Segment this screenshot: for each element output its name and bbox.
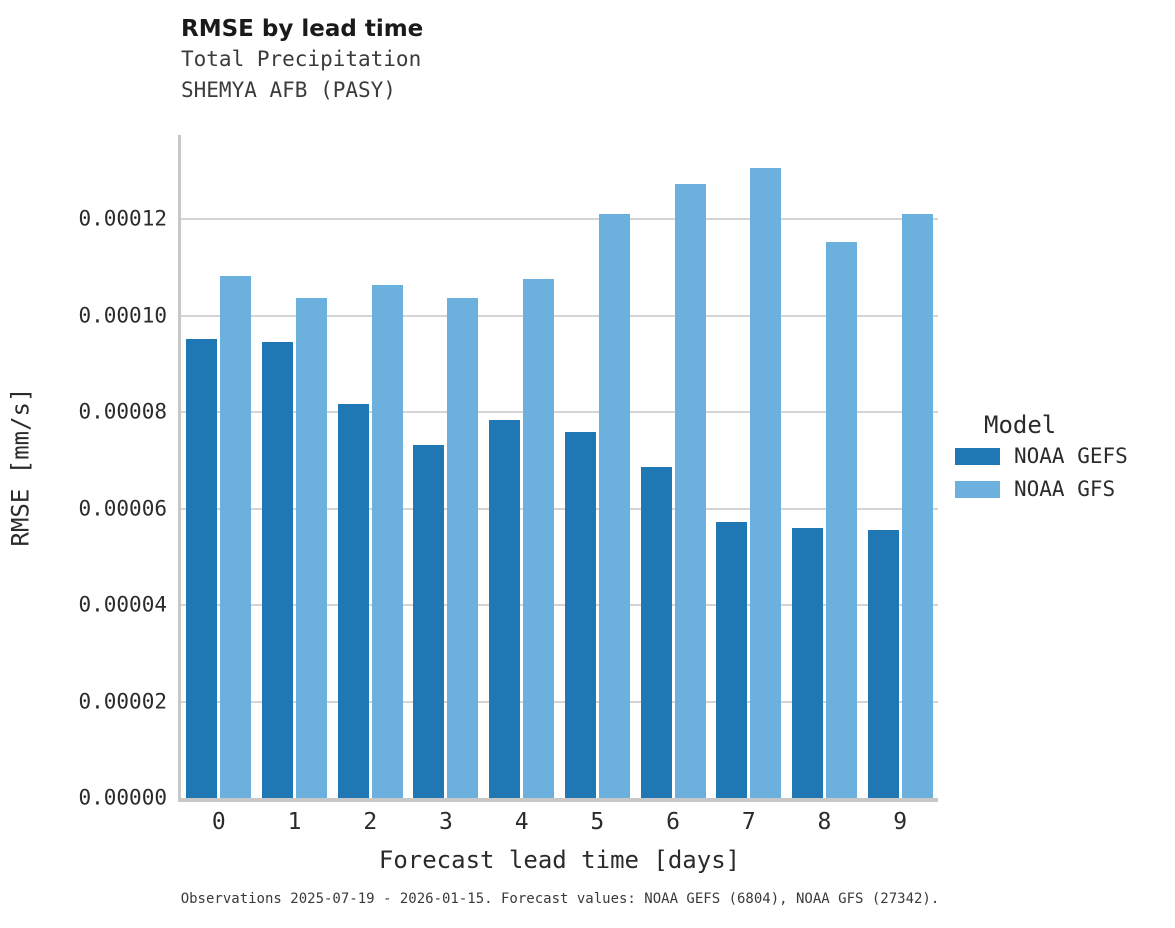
y-tick-label: 0.00012	[78, 206, 167, 231]
gridline	[181, 218, 938, 221]
bar-noaa-gfs-lead-5[interactable]	[598, 213, 630, 798]
bar-group	[640, 135, 706, 798]
bar-noaa-gefs-lead-1[interactable]	[262, 342, 294, 798]
bar-noaa-gefs-lead-4[interactable]	[489, 420, 521, 798]
x-tick-label: 9	[893, 809, 908, 835]
bar-noaa-gfs-lead-6[interactable]	[674, 184, 706, 798]
y-axis-title: RMSE [mm/s]	[6, 387, 35, 547]
bar-noaa-gfs-lead-7[interactable]	[750, 168, 782, 798]
gridline	[181, 314, 938, 317]
legend-item[interactable]: NOAA GFS	[955, 473, 1170, 506]
bar-group	[262, 135, 328, 798]
page-title: RMSE by lead time	[181, 16, 424, 42]
y-tick-label: 0.00004	[78, 592, 167, 617]
legend-swatch-icon	[955, 481, 1000, 498]
x-axis-title: Forecast lead time [days]	[378, 846, 741, 874]
x-tick-label: 5	[590, 809, 605, 835]
x-tick-label: 7	[741, 809, 756, 835]
gridline	[181, 507, 938, 510]
bar-noaa-gfs-lead-0[interactable]	[220, 275, 252, 798]
y-tick-label: 0.00006	[78, 496, 167, 521]
x-tick-label: 2	[363, 809, 378, 835]
x-tick-label: 8	[817, 809, 832, 835]
bar-noaa-gfs-lead-3[interactable]	[447, 297, 479, 798]
y-tick-label: 0.00010	[78, 303, 167, 328]
chart-subtitle-variable: Total Precipitation	[181, 47, 422, 71]
bar-noaa-gfs-lead-9[interactable]	[901, 213, 933, 798]
bar-noaa-gfs-lead-1[interactable]	[296, 298, 328, 798]
x-tick-label: 0	[211, 809, 226, 835]
bar-noaa-gefs-lead-5[interactable]	[564, 432, 596, 798]
y-axis-line	[178, 135, 181, 798]
gridline	[181, 604, 938, 607]
plot-area	[178, 135, 938, 802]
y-axis-tick-labels: 0.00000 0.00002 0.00004 0.00006 0.00008 0.000…	[0, 135, 167, 808]
x-axis-tick-labels: 0 1 2 3 4 5 6 7 8 9	[181, 808, 938, 838]
bar-noaa-gfs-lead-8[interactable]	[825, 242, 857, 798]
bar-group	[489, 135, 555, 798]
bar-group	[186, 135, 252, 798]
bar-group	[791, 135, 857, 798]
bar-noaa-gefs-lead-8[interactable]	[791, 527, 823, 798]
bar-noaa-gefs-lead-9[interactable]	[867, 529, 899, 798]
bar-noaa-gefs-lead-3[interactable]	[413, 444, 445, 798]
chart-subtitle-station: SHEMYA AFB (PASY)	[181, 78, 396, 102]
x-tick-label: 4	[514, 809, 529, 835]
x-tick-label: 3	[439, 809, 453, 835]
bar-noaa-gefs-lead-2[interactable]	[337, 403, 369, 798]
legend-title: Model	[984, 411, 1057, 439]
y-tick-label: 0.00002	[78, 689, 167, 714]
bar-noaa-gefs-lead-0[interactable]	[186, 339, 218, 798]
bar-noaa-gefs-lead-7[interactable]	[716, 522, 748, 798]
x-tick-label: 1	[287, 809, 302, 835]
legend-item[interactable]: NOAA GEFS	[955, 440, 1170, 473]
bar-group	[413, 135, 479, 798]
bar-noaa-gfs-lead-4[interactable]	[523, 279, 555, 798]
bar-noaa-gfs-lead-2[interactable]	[371, 285, 403, 798]
x-tick-label: 6	[666, 809, 680, 835]
y-tick-label: 0.00000	[78, 785, 167, 810]
x-axis-line	[178, 798, 938, 802]
bar-noaa-gefs-lead-6[interactable]	[640, 466, 672, 798]
bar-group	[337, 135, 403, 798]
bar-group	[716, 135, 782, 798]
y-tick-label: 0.00008	[78, 399, 167, 424]
gridline	[181, 411, 938, 414]
legend-swatch-icon	[955, 448, 1000, 465]
legend-items: NOAA GEFS NOAA GFS	[955, 440, 1170, 506]
bar-group	[564, 135, 630, 798]
legend-label: NOAA GEFS	[1014, 444, 1128, 468]
bar-group	[867, 135, 933, 798]
plot-inner	[181, 135, 938, 798]
chart-caption: Observations 2025-07-19 - 2026-01-15. Fo…	[180, 891, 940, 907]
gridline	[181, 700, 938, 703]
title-block: RMSE by lead time Total Precipitation SH…	[181, 14, 941, 106]
legend-label: NOAA GFS	[1014, 477, 1116, 501]
legend: Model NOAA GEFS NOAA GFS	[955, 410, 1170, 506]
